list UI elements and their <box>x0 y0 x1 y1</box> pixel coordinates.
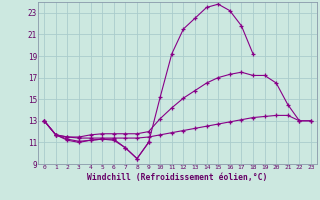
X-axis label: Windchill (Refroidissement éolien,°C): Windchill (Refroidissement éolien,°C) <box>87 173 268 182</box>
